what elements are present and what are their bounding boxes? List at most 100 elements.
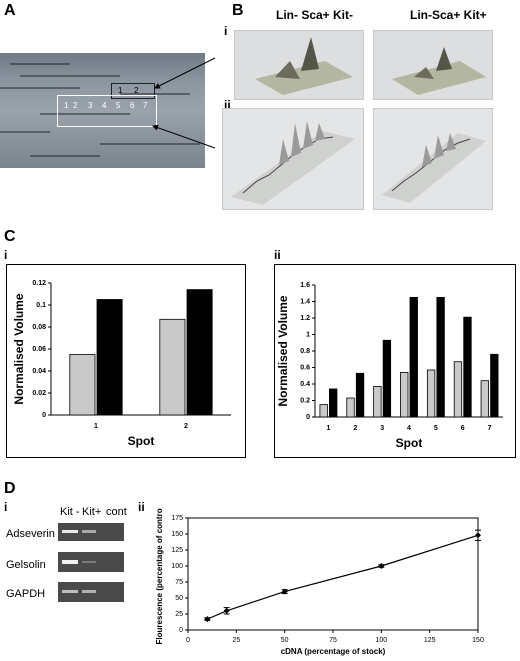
3d-spot-surface-kit-minus-row <box>222 108 364 210</box>
y-axis-label: Normalised Volume <box>12 293 26 404</box>
y-tick-label: 0.4 <box>300 381 310 388</box>
y-tick-label: 1.4 <box>300 299 310 306</box>
x-axis-label: cDNA (percentage of stock) <box>281 647 386 656</box>
bar <box>453 361 463 418</box>
gel-lane-header: cont <box>106 506 127 518</box>
spot-label: 1 <box>64 101 69 110</box>
x-tick-label: 2 <box>184 423 188 430</box>
y-tick-label: 0 <box>306 414 310 421</box>
panel-letter-c: C <box>4 228 16 245</box>
x-tick-label: 5 <box>434 425 438 432</box>
rt-pcr-gel-gelsolin <box>58 552 124 572</box>
bar <box>436 296 445 418</box>
y-tick-label: 175 <box>171 515 183 522</box>
bar <box>355 372 365 418</box>
subpanel-label: i <box>4 248 8 262</box>
spot-box-large <box>57 95 157 127</box>
rt-pcr-gel-gapdh <box>58 582 124 602</box>
panel-letter-b: B <box>232 2 244 19</box>
x-tick-label: 4 <box>407 425 411 432</box>
y-tick-label: 150 <box>171 531 183 538</box>
subpanel-label: ii <box>224 98 231 112</box>
subpanel-label: ii <box>138 500 145 514</box>
bar <box>186 289 213 416</box>
spot-label: 2 <box>73 101 78 110</box>
spot-label: 1 <box>118 86 123 95</box>
data-point <box>223 607 230 614</box>
x-tick-label: 150 <box>472 637 484 644</box>
y-tick-label: 0.08 <box>32 324 46 331</box>
x-axis-label: Spot <box>396 436 423 450</box>
bar <box>329 388 338 418</box>
data-point <box>475 532 481 539</box>
y-tick-label: 0.04 <box>32 368 46 375</box>
3d-spot-surface-kit-plus-small <box>373 30 493 100</box>
spot-box-small <box>111 83 155 99</box>
y-tick-label: 0 <box>42 412 46 419</box>
spot-label: 3 <box>88 101 93 110</box>
y-tick-label: 1 <box>306 332 310 339</box>
y-tick-label: 0.8 <box>300 348 310 355</box>
2d-gel-image <box>0 53 205 168</box>
bar <box>490 353 499 418</box>
x-tick-label: 7 <box>488 425 492 432</box>
3d-spot-surface-kit-plus-row <box>373 108 493 210</box>
gene-label: Adseverin <box>6 528 55 540</box>
x-tick-label: 0 <box>186 637 190 644</box>
y-tick-label: 0.1 <box>36 302 46 309</box>
line-chart-dii: 0 25 50 75 100 125 150 0 25 50 75 100 125 150 175 cDNA … <box>155 508 484 656</box>
data-point <box>281 588 288 595</box>
spot-label: 6 <box>130 101 135 110</box>
bar <box>346 397 355 418</box>
bar <box>400 372 409 418</box>
subpanel-label: ii <box>274 248 281 262</box>
bar <box>319 404 328 418</box>
x-tick-label: 1 <box>94 423 98 430</box>
panel-letter-d: D <box>4 480 16 497</box>
panel-letter-a: A <box>4 2 16 19</box>
spot-label: 7 <box>143 101 148 110</box>
x-tick-label: 75 <box>329 637 337 644</box>
y-axis-label: Normalised Volume <box>276 295 290 406</box>
y-tick-label: 0.02 <box>32 390 46 397</box>
gene-label: Gelsolin <box>6 559 46 571</box>
y-tick-label: 75 <box>175 579 183 586</box>
chart-cii-frame: 0 0.2 0.4 0.6 0.8 1 1.2 1.4 1.6 1 2 3 4 5 6 7 Spot Normal… <box>274 264 516 458</box>
spot-label: 5 <box>116 101 121 110</box>
3d-spot-surface-kit-minus-small <box>234 30 364 100</box>
y-tick-label: 0.06 <box>32 346 46 353</box>
x-tick-label: 1 <box>326 425 330 432</box>
subpanel-label: i <box>4 500 8 514</box>
y-tick-label: 0.12 <box>32 280 46 287</box>
y-tick-label: 50 <box>175 595 183 602</box>
rt-pcr-gel-adseverin <box>58 523 124 541</box>
x-tick-label: 6 <box>461 425 465 432</box>
x-axis-label: Spot <box>128 434 155 448</box>
bar-chart-ci: 0 0.02 0.04 0.06 0.08 0.1 0.12 1 2 Spot Normalised… <box>12 280 231 448</box>
subpanel-label: i <box>224 24 228 38</box>
bar <box>426 369 436 418</box>
bar <box>96 299 123 416</box>
spot-label: 4 <box>102 101 107 110</box>
data-point <box>378 563 385 569</box>
y-tick-label: 25 <box>175 611 183 618</box>
x-tick-label: 50 <box>281 637 289 644</box>
zoom-arrows <box>152 57 216 149</box>
y-tick-label: 0.6 <box>300 365 310 372</box>
x-tick-label: 25 <box>232 637 240 644</box>
y-tick-label: 0 <box>179 627 183 634</box>
bar <box>159 318 186 416</box>
y-tick-label: 1.2 <box>300 315 310 322</box>
x-tick-label: 2 <box>353 425 357 432</box>
plot-frame <box>187 517 479 631</box>
y-tick-label: 125 <box>171 547 183 554</box>
series-line <box>207 534 479 620</box>
x-tick-label: 125 <box>424 637 436 644</box>
x-tick-label: 3 <box>380 425 384 432</box>
column-header-kit-minus: Lin- Sca+ Kit- <box>276 8 354 22</box>
bar <box>373 386 382 418</box>
y-tick-label: 0.2 <box>300 398 310 405</box>
bar <box>409 296 418 418</box>
gel-lane-header: Kit - <box>60 506 80 518</box>
y-axis-label: Flourescence (percentage of control) <box>155 508 164 644</box>
